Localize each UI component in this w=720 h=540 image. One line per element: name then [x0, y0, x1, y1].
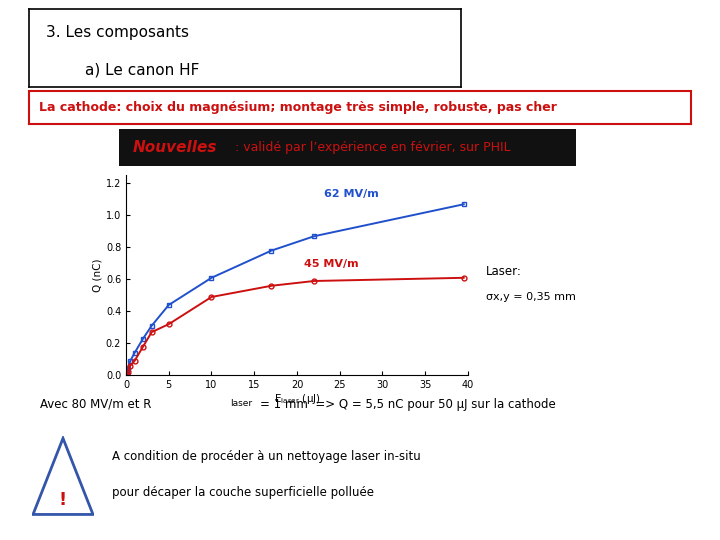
Y-axis label: Q (nC): Q (nC) — [93, 259, 103, 292]
Text: A condition de procéder à un nettoyage laser in-situ: A condition de procéder à un nettoyage l… — [112, 450, 420, 463]
Text: pour décaper la couche superficielle polluée: pour décaper la couche superficielle pol… — [112, 485, 374, 499]
Text: 3. Les composants: 3. Les composants — [46, 25, 189, 40]
Text: 62 MV/m: 62 MV/m — [324, 190, 379, 199]
Text: a) Le canon HF: a) Le canon HF — [46, 63, 199, 77]
Text: !: ! — [59, 491, 67, 509]
Text: = 1 mm  => Q = 5,5 nC pour 50 μJ sur la cathode: = 1 mm => Q = 5,5 nC pour 50 μJ sur la c… — [230, 397, 556, 411]
Text: laser: laser — [230, 399, 252, 408]
Text: : validé par l’expérience en février, sur PHIL: : validé par l’expérience en février, su… — [235, 141, 511, 154]
Text: Avec 80 MV/m et R: Avec 80 MV/m et R — [40, 397, 151, 411]
Text: La cathode: choix du magnésium; montage très simple, robuste, pas cher: La cathode: choix du magnésium; montage … — [39, 101, 557, 114]
Text: Laser:: Laser: — [486, 265, 522, 279]
X-axis label: E$_\mathregular{laser}$ (μJ): E$_\mathregular{laser}$ (μJ) — [274, 392, 320, 406]
Text: σx,y = 0,35 mm: σx,y = 0,35 mm — [486, 292, 576, 302]
Text: Nouvelles: Nouvelles — [132, 140, 217, 155]
Text: 45 MV/m: 45 MV/m — [304, 259, 359, 269]
